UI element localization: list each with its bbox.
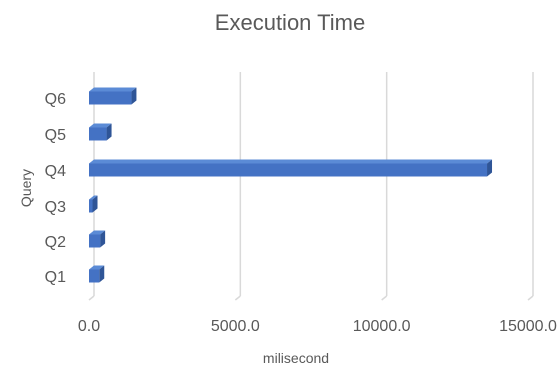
gridline-foot [527, 295, 534, 301]
bar [89, 234, 101, 248]
x-axis-label: milisecond [262, 350, 330, 366]
bar [89, 163, 488, 177]
bar [89, 127, 107, 141]
x-tick-label: 5000.0 [211, 318, 260, 335]
bar-top [89, 123, 112, 128]
bar-top [89, 195, 98, 200]
x-tick-label: 0.0 [78, 318, 100, 335]
x-tick-label: 15000.0 [499, 318, 557, 335]
bar [89, 269, 100, 283]
bar-side [99, 265, 105, 283]
bar-top [89, 159, 493, 164]
bar-top [89, 230, 106, 235]
y-tick-label: Q6 [45, 91, 66, 108]
gridline-foot [234, 295, 241, 301]
y-tick-label: Q4 [45, 163, 66, 180]
y-tick-label: Q1 [45, 269, 66, 286]
bar-top [89, 87, 137, 92]
gridline-foot [88, 295, 95, 301]
chart-title: Execution Time [214, 10, 366, 35]
y-tick-label: Q2 [45, 234, 66, 251]
y-tick-label: Q5 [45, 127, 66, 144]
y-tick-label: Q3 [45, 199, 66, 216]
gridline-foot [381, 295, 388, 301]
bar-side [92, 195, 98, 213]
bar [89, 199, 93, 213]
bar-side [106, 123, 112, 141]
bar-side [487, 159, 493, 177]
bar-side [100, 230, 106, 248]
bar-top [89, 265, 105, 270]
bar-side [131, 87, 137, 105]
x-tick-label: 10000.0 [353, 318, 411, 335]
bar [89, 91, 132, 105]
